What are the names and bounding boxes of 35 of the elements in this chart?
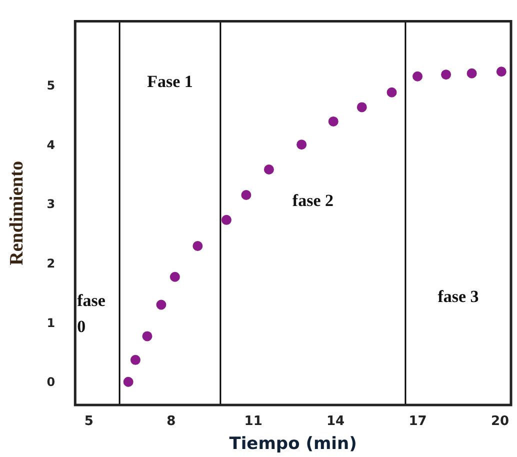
y-tick-label: 1: [46, 316, 56, 330]
x-tick-label: 14: [326, 414, 345, 430]
x-tick-label: 17: [408, 414, 427, 430]
point: [130, 354, 140, 365]
point: [466, 68, 477, 78]
x-tick-label: 8: [166, 414, 176, 430]
point: [123, 376, 134, 387]
x-tick-label: 5: [84, 414, 94, 430]
annotation: Fase 1: [147, 72, 193, 91]
x-tick-label: 11: [244, 414, 262, 430]
y-tick-label: 2: [46, 256, 56, 271]
point: [264, 164, 274, 174]
point: [221, 214, 232, 225]
point: [441, 70, 452, 80]
point: [412, 71, 423, 82]
point: [386, 87, 397, 98]
annotation: fase 3: [438, 286, 479, 306]
y-tick-label: 4: [46, 138, 56, 152]
x-axis-title: Tiempo (min): [229, 434, 357, 454]
point: [170, 272, 180, 282]
y-tick-label: 3: [46, 197, 56, 212]
y-axis-title: Rendimiento: [6, 160, 28, 266]
annotation: fase 2: [292, 190, 334, 210]
point: [356, 102, 367, 112]
point: [296, 140, 307, 150]
point: [496, 66, 506, 77]
y-tick-label: 5: [46, 78, 56, 93]
point: [192, 241, 203, 252]
point: [241, 190, 252, 200]
point: [328, 116, 338, 126]
point: [156, 300, 166, 310]
annotation: fase 0: [77, 290, 106, 336]
point: [142, 331, 152, 342]
y-tick-label: 0: [46, 375, 56, 390]
x-tick-label: 20: [490, 414, 510, 430]
